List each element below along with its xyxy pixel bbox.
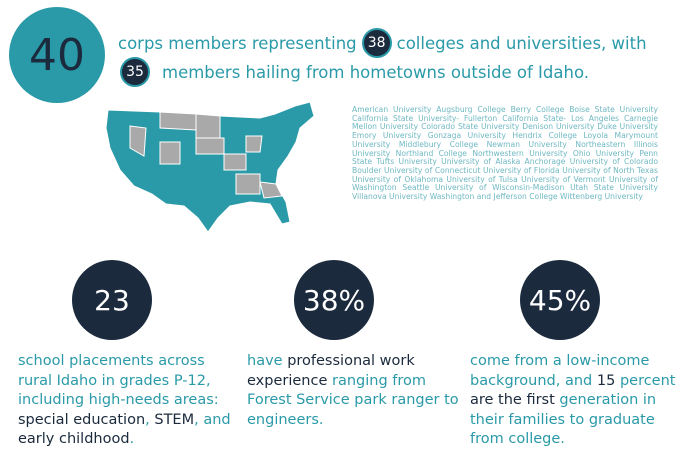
emphasis: professional work experience	[247, 353, 415, 389]
text: school placements across rural Idaho in …	[18, 353, 219, 408]
map-gray-states	[129, 111, 283, 199]
emphasis: special education	[18, 411, 146, 428]
text: percent	[619, 372, 676, 389]
stat-circle: 45%	[520, 260, 600, 340]
stat-number: 23	[94, 283, 130, 317]
text: ranging from Forest Service park ranger …	[247, 372, 459, 428]
colleges-badge: 38	[361, 28, 392, 58]
emphasis: are the first	[470, 392, 555, 408]
colleges-list: American University Augsburg College Ber…	[352, 105, 658, 202]
stat-circle: 38%	[294, 260, 374, 340]
text: have	[247, 353, 283, 369]
header-line-1: corps members representing 38 colleges a…	[118, 28, 647, 58]
map-land	[105, 101, 315, 233]
us-map	[105, 101, 315, 233]
count-circle: 40	[9, 7, 105, 103]
emphasis: early childhood	[18, 431, 130, 447]
outside-badge: 35	[120, 57, 150, 87]
stat-number: 45%	[528, 283, 592, 317]
emphasis: STEM	[154, 411, 195, 428]
stat-description: have professional work experience rangin…	[247, 352, 462, 430]
header-line-2: 35 members hailing from hometowns outsid…	[120, 57, 589, 87]
header-text: colleges and universities, with	[396, 33, 647, 53]
stat-number: 38%	[302, 283, 366, 317]
header-text: corps members representing	[118, 33, 357, 53]
text: generation in their families to graduate…	[470, 392, 657, 447]
stat-circle: 23	[72, 260, 152, 340]
text: come from a low-income background, and	[470, 353, 650, 389]
header-text: members hailing from hometowns outside o…	[162, 62, 590, 82]
count: 40	[29, 29, 85, 81]
text: and	[203, 411, 231, 428]
text: ,	[194, 411, 199, 428]
text: .	[129, 431, 135, 447]
emphasis: 15	[596, 372, 616, 389]
stat-description: come from a low-income background, and 1…	[470, 352, 685, 450]
stat-description: school placements across rural Idaho in …	[18, 352, 233, 450]
text: ,	[145, 411, 150, 428]
